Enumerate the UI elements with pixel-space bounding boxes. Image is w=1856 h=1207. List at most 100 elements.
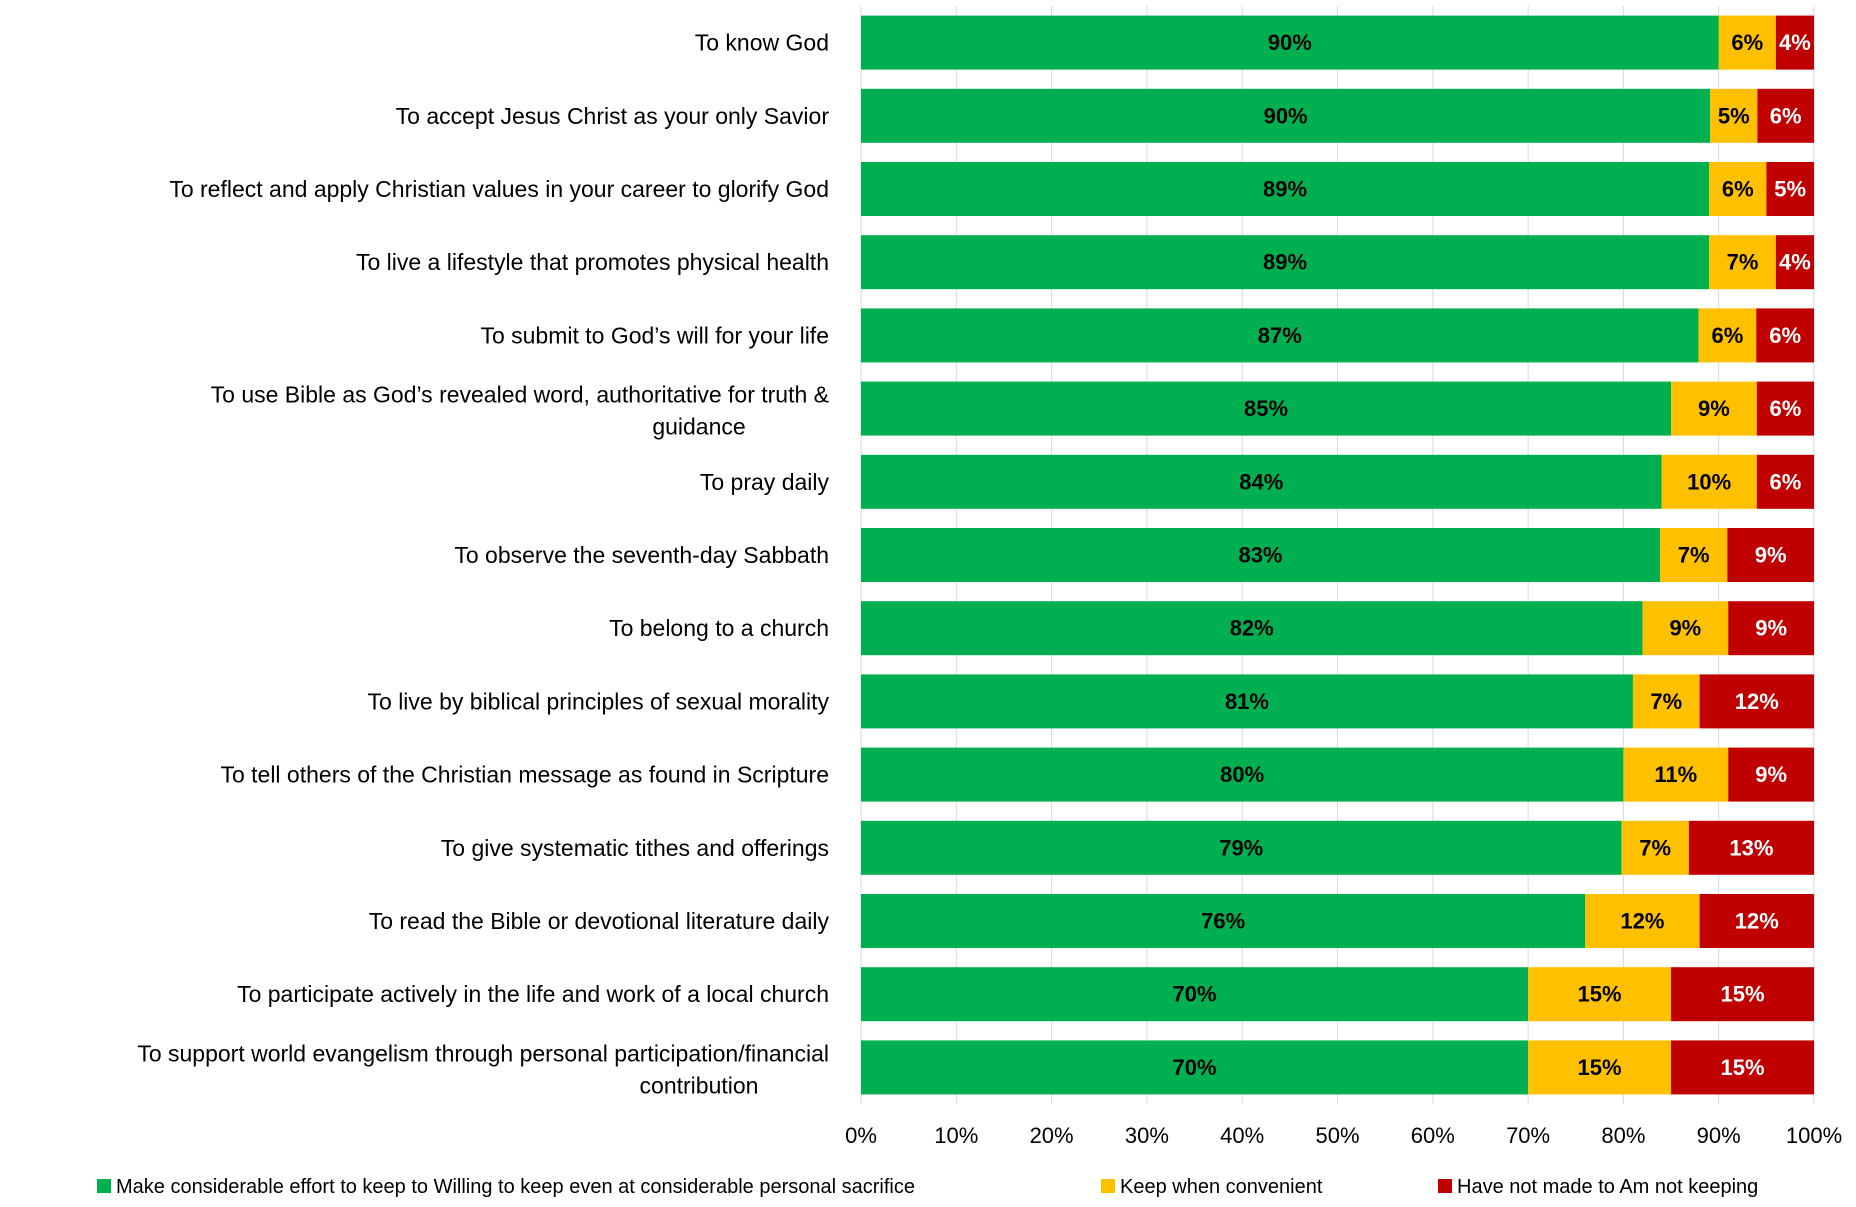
data-label: 5% — [1718, 103, 1750, 128]
bar-segment — [1688, 820, 1814, 875]
category-label: To participate actively in the life and … — [237, 981, 829, 1007]
bar-segment — [861, 235, 1710, 290]
category-label: To reflect and apply Christian values in… — [169, 176, 829, 202]
data-label: 7% — [1727, 250, 1759, 275]
bar-segment — [1756, 308, 1814, 363]
x-tick-label: 30% — [1125, 1123, 1169, 1148]
bar-segment — [861, 820, 1622, 875]
bar-segment — [1661, 454, 1757, 509]
bar-segment — [1709, 162, 1767, 216]
legend-swatch — [1101, 1179, 1115, 1193]
data-label: 4% — [1779, 30, 1811, 55]
bar-segment — [861, 1040, 1529, 1095]
category-label: To live a lifestyle that promotes physic… — [356, 249, 829, 275]
bar-segment — [1756, 381, 1814, 436]
x-tick-label: 100% — [1786, 1123, 1842, 1148]
bar-segment — [861, 601, 1643, 656]
bar-segment — [1710, 88, 1758, 143]
data-label: 82% — [1230, 616, 1274, 641]
data-label: 5% — [1774, 177, 1806, 202]
bar-segment — [1699, 674, 1814, 729]
data-label: 15% — [1721, 982, 1765, 1007]
bar-segment — [1718, 15, 1776, 70]
x-tick-label: 90% — [1697, 1123, 1741, 1148]
data-label: 84% — [1239, 469, 1283, 494]
data-label: 12% — [1735, 689, 1779, 714]
bar-segment — [1728, 601, 1814, 656]
data-label: 7% — [1678, 543, 1710, 568]
category-label: To read the Bible or devotional literatu… — [369, 908, 830, 934]
bar-segment — [1528, 1040, 1672, 1095]
legend-label: Make considerable effort to keep to Will… — [116, 1176, 915, 1198]
bar-segment — [1528, 967, 1672, 1022]
data-label: 6% — [1770, 469, 1802, 494]
bar-segment — [861, 308, 1699, 363]
data-label: 6% — [1722, 177, 1754, 202]
data-label: 87% — [1258, 323, 1302, 348]
bar-segment — [1699, 894, 1814, 948]
bar-segment — [1623, 747, 1729, 802]
data-label: 89% — [1263, 250, 1307, 275]
category-label: To support world evangelism through pers… — [137, 1040, 829, 1098]
bar-segment — [1756, 454, 1814, 509]
category-label: To belong to a church — [609, 615, 829, 641]
bar-segment — [861, 381, 1672, 436]
legend-swatch — [97, 1179, 111, 1193]
bar-segment — [1659, 528, 1728, 582]
data-label: 83% — [1238, 543, 1282, 568]
bars: 90% 6% 4% 90% 5% 6% 89% 6% 5% 89% 7% 4% 87% 6% 6% 85% 9%… — [861, 15, 1814, 1095]
bar-segment — [861, 747, 1624, 802]
x-tick-label: 60% — [1411, 1123, 1455, 1148]
bar-segment — [861, 88, 1711, 143]
category-label: To submit to God’s will for your life — [480, 322, 829, 348]
data-label: 9% — [1755, 762, 1787, 787]
bar-segment — [1671, 381, 1757, 436]
x-tick-label: 20% — [1030, 1123, 1074, 1148]
bar-segment — [1585, 894, 1700, 948]
bar-segment — [1621, 820, 1689, 875]
x-tick-label: 0% — [845, 1123, 877, 1148]
data-label: 6% — [1769, 323, 1801, 348]
data-label: 13% — [1729, 835, 1773, 860]
bar-segment — [861, 15, 1719, 70]
data-label: 15% — [1578, 982, 1622, 1007]
bar-segment — [1632, 674, 1700, 729]
x-tick-label: 70% — [1506, 1123, 1550, 1148]
category-label: To tell others of the Christian message … — [220, 762, 829, 788]
category-label: To use Bible as God’s revealed word, aut… — [211, 382, 829, 440]
data-label: 70% — [1173, 982, 1217, 1007]
bar-segment — [1757, 88, 1814, 143]
data-label: 81% — [1225, 689, 1269, 714]
bar-segment — [1766, 162, 1814, 216]
data-label: 90% — [1268, 30, 1312, 55]
bar-segment — [861, 528, 1660, 582]
data-label: 7% — [1650, 689, 1682, 714]
bar-segment — [1642, 601, 1729, 656]
data-label: 79% — [1219, 835, 1263, 860]
data-label: 85% — [1244, 396, 1288, 421]
data-label: 6% — [1770, 103, 1802, 128]
bar-segment — [1775, 235, 1814, 290]
x-tick-label: 10% — [934, 1123, 978, 1148]
data-label: 15% — [1578, 1055, 1622, 1080]
bar-segment — [861, 674, 1633, 729]
data-label: 9% — [1755, 543, 1787, 568]
bar-segment — [861, 162, 1710, 216]
data-label: 90% — [1264, 103, 1308, 128]
category-label: To know God — [695, 30, 829, 56]
bar-segment — [1727, 528, 1814, 582]
data-label: 11% — [1654, 762, 1697, 787]
bar-segment — [1698, 308, 1757, 363]
bar-segment — [861, 454, 1662, 509]
bar-segment — [1728, 747, 1814, 802]
data-label: 6% — [1770, 396, 1802, 421]
data-label: 6% — [1731, 30, 1763, 55]
category-label: To live by biblical principles of sexual… — [368, 688, 830, 714]
data-label: 9% — [1698, 396, 1730, 421]
data-label: 6% — [1711, 323, 1743, 348]
x-axis: 0% 10% 20% 30% 40% 50% 60% 70% 80% 90% 100% — [845, 1123, 1842, 1148]
data-label: 12% — [1735, 909, 1779, 934]
bar-segment — [1671, 967, 1814, 1022]
